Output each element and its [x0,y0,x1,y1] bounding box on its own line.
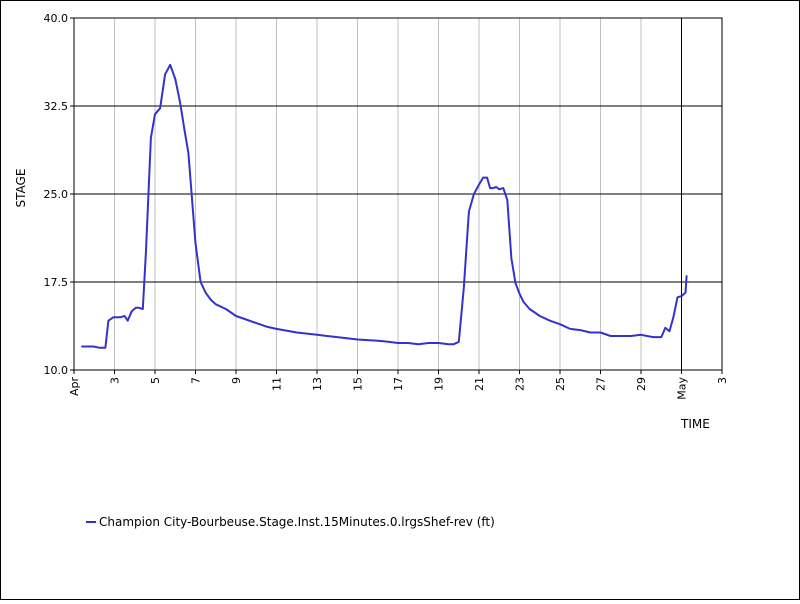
x-tick-label: 21 [473,377,486,391]
x-tick-label: Apr [68,377,81,397]
y-axis-label: STAGE [14,169,28,208]
x-tick-label: 15 [352,377,365,391]
x-tick-label: 19 [433,377,446,391]
legend-label: Champion City-Bourbeuse.Stage.Inst.15Min… [99,515,495,529]
x-tick-label: 7 [190,377,203,384]
grid-layer [74,18,722,370]
y-tick-label: 32.5 [44,100,69,113]
x-tick-label: 3 [716,377,729,384]
x-tick-label: May [676,377,689,400]
x-tick-label: 5 [149,377,162,384]
x-tick-label: 23 [514,377,527,391]
series-line [81,63,688,349]
x-tick-label: 25 [554,377,567,391]
x-axis-label: TIME [680,417,710,431]
y-tick-label: 40.0 [44,12,69,25]
x-tick-label: 9 [230,377,243,384]
y-tick-label: 17.5 [44,276,69,289]
x-tick-label: 13 [311,377,324,391]
y-tick-label: 10.0 [44,364,69,377]
x-tick-label: 17 [392,377,405,391]
legend: Champion City-Bourbeuse.Stage.Inst.15Min… [86,515,495,529]
ticks-layer: Apr 3 5 7 9 11 13 15 17 19 21 23 25 27 29 May 3 10.0 17.5 2… [44,12,730,400]
y-tick-label: 25.0 [44,188,69,201]
x-tick-label: 27 [595,377,608,391]
x-tick-label: 29 [635,377,648,391]
x-tick-label: 11 [271,377,284,391]
series-layer [81,63,688,349]
x-tick-label: 3 [109,377,122,384]
